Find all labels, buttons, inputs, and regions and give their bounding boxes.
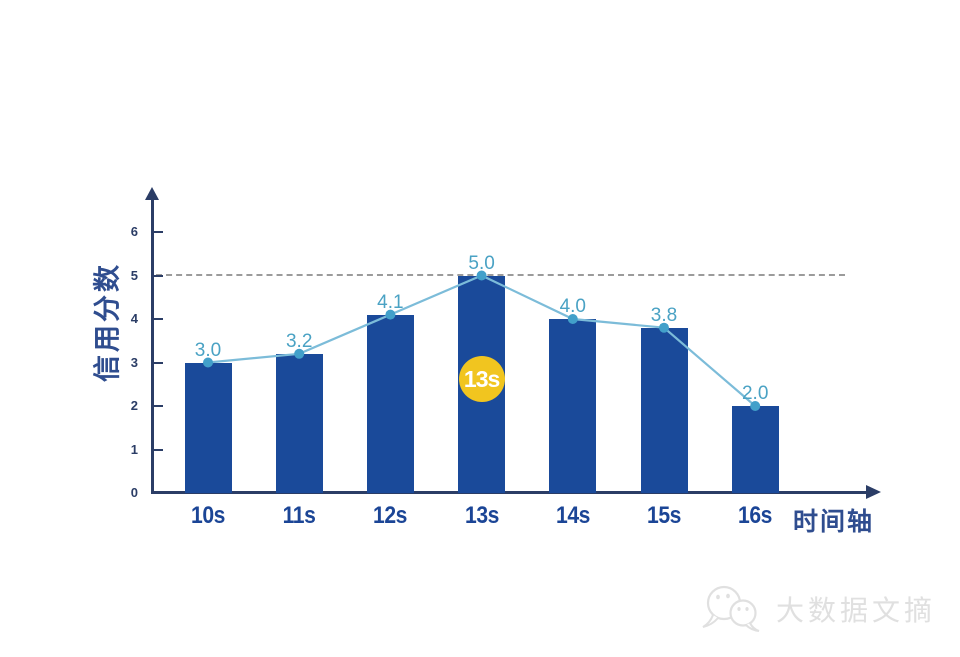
y-tick xyxy=(154,492,163,494)
bar-11s xyxy=(275,353,323,493)
highlight-badge-label: 13s xyxy=(463,365,500,392)
y-tick xyxy=(154,274,163,277)
x-axis-label-11s: 11s xyxy=(282,502,316,529)
wechat-icon xyxy=(702,585,760,632)
value-label-14s: 4.0 xyxy=(559,296,586,317)
watermark: 大数据文摘 xyxy=(698,584,936,634)
bar-16s xyxy=(731,406,779,493)
bar-12s xyxy=(366,314,414,493)
value-label-16s: 2.0 xyxy=(741,383,769,404)
x-axis-title: 时间轴 xyxy=(793,508,875,536)
value-label-12s: 4.1 xyxy=(377,291,404,313)
x-axis-label-10s: 10s xyxy=(191,502,225,529)
x-axis-arrow-icon xyxy=(866,485,881,499)
x-axis-label-16s: 16s xyxy=(738,502,773,529)
x-axis-label-12s: 12s xyxy=(373,502,408,529)
bar-15s xyxy=(640,327,688,493)
value-label-13s: 5.0 xyxy=(468,252,495,274)
x-axis-label-15s: 15s xyxy=(647,502,681,529)
x-axis-label-14s: 14s xyxy=(555,502,590,529)
value-label-10s: 3.0 xyxy=(194,339,222,361)
y-tick xyxy=(154,231,163,233)
y-tick-label: 4 xyxy=(130,311,138,326)
highlight-badge: 13s xyxy=(458,356,505,402)
bar-10s xyxy=(184,362,232,493)
watermark-text: 大数据文摘 xyxy=(776,595,937,626)
y-tick-label: 1 xyxy=(130,441,138,457)
value-label-11s: 3.2 xyxy=(285,330,313,352)
y-tick-label: 5 xyxy=(130,267,138,283)
y-tick-label: 0 xyxy=(130,485,138,500)
x-axis-line xyxy=(151,491,867,494)
y-axis-line xyxy=(151,197,154,493)
y-axis-arrow-icon xyxy=(145,187,159,200)
y-tick-label: 2 xyxy=(130,398,138,413)
y-tick-label: 6 xyxy=(130,224,138,239)
y-tick xyxy=(154,448,163,451)
y-tick xyxy=(154,361,163,364)
bar-14s xyxy=(549,319,597,493)
y-tick xyxy=(154,318,163,320)
y-tick-label: 3 xyxy=(130,354,138,370)
value-label-15s: 3.8 xyxy=(650,304,678,326)
x-axis-label-13s: 13s xyxy=(464,502,499,529)
y-tick xyxy=(154,405,163,407)
